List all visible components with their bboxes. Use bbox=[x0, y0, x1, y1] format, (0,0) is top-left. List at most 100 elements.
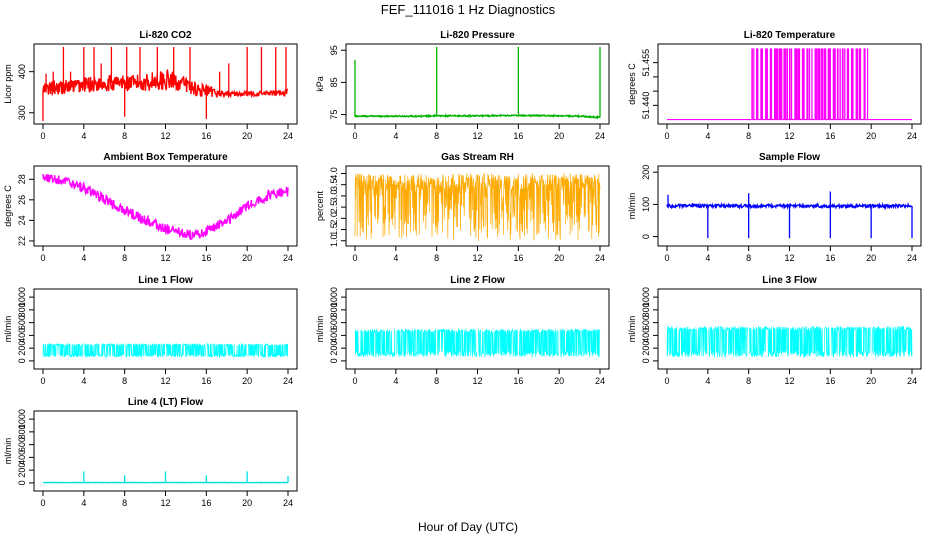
toggle-block bbox=[806, 48, 809, 120]
x-tick-label: 24 bbox=[595, 376, 605, 386]
panel-title: Li-820 Temperature bbox=[744, 30, 836, 41]
y-tick-label: 400 bbox=[17, 64, 27, 79]
y-tick-label: 0 bbox=[17, 358, 27, 363]
x-tick-label: 4 bbox=[393, 253, 398, 263]
y-tick-label: 800 bbox=[329, 302, 339, 317]
data-series bbox=[42, 471, 289, 484]
x-tick-label: 12 bbox=[472, 131, 482, 141]
toggle-block bbox=[786, 48, 789, 120]
y-tick-label: 24 bbox=[17, 215, 27, 225]
x-tick-label: 24 bbox=[907, 131, 917, 141]
y-axis-label: percent bbox=[315, 190, 325, 221]
data-series bbox=[42, 342, 289, 359]
x-tick-label: 8 bbox=[122, 376, 127, 386]
panel-title: Line 4 (LT) Flow bbox=[128, 397, 204, 408]
panel-co2: Li-820 CO2 Licor ppm 0 4 8 12 16 20 24 300 400 bbox=[3, 30, 298, 141]
y-tick-label: 1.5 bbox=[329, 223, 339, 236]
toggle-block bbox=[778, 48, 783, 120]
x-tick-label: 12 bbox=[472, 253, 482, 263]
y-tick-label: 75 bbox=[329, 110, 339, 120]
toggle-block bbox=[783, 48, 786, 120]
data-series bbox=[354, 172, 601, 241]
toggle-block bbox=[770, 48, 773, 120]
toggle-block bbox=[842, 48, 844, 120]
x-tick-label: 16 bbox=[201, 376, 211, 386]
x-tick-label: 20 bbox=[554, 253, 564, 263]
y-tick-label: 600 bbox=[329, 315, 339, 330]
plot-frame bbox=[345, 43, 610, 125]
y-tick-label: 400 bbox=[641, 328, 651, 343]
x-tick-label: 4 bbox=[81, 253, 86, 263]
x-tick-label: 8 bbox=[746, 131, 751, 141]
data-series bbox=[667, 48, 912, 121]
x-tick-label: 4 bbox=[81, 498, 86, 508]
x-tick-label: 12 bbox=[160, 253, 170, 263]
toggle-block bbox=[756, 48, 759, 120]
x-tick-label: 8 bbox=[434, 131, 439, 141]
y-tick-label: 1000 bbox=[329, 287, 339, 307]
data-series bbox=[354, 328, 601, 359]
toggle-block bbox=[814, 48, 818, 120]
data-series bbox=[666, 191, 913, 239]
x-tick-label: 16 bbox=[825, 131, 835, 141]
y-tick-label: 200 bbox=[17, 341, 27, 356]
y-axis-label: ml/min bbox=[627, 316, 637, 343]
y-tick-label: 200 bbox=[641, 165, 651, 180]
y-tick-label: 600 bbox=[17, 315, 27, 330]
y-tick-label: 1000 bbox=[17, 287, 27, 307]
panel-rh: Gas Stream RH percent 0 4 8 12 16 20 24 1.01.52.0… bbox=[315, 152, 610, 263]
toggle-block bbox=[839, 48, 841, 120]
panel-line4: Line 4 (LT) Flow ml/min 0 4 8 12 16 20 24 0 200400… bbox=[3, 397, 298, 508]
x-tick-label: 24 bbox=[283, 498, 293, 508]
x-tick-label: 0 bbox=[40, 253, 45, 263]
y-tick-label: 0 bbox=[329, 358, 339, 363]
panel-li820temp: Li-820 Temperature degrees C 0 4 8 12 16 20 24 51… bbox=[627, 30, 922, 141]
y-axis-label: ml/min bbox=[627, 193, 637, 220]
y-tick-label: 0 bbox=[641, 358, 651, 363]
x-tick-label: 0 bbox=[352, 253, 357, 263]
x-tick-label: 12 bbox=[160, 131, 170, 141]
toggle-block bbox=[765, 48, 768, 120]
toggle-block bbox=[774, 48, 779, 120]
x-tick-label: 8 bbox=[122, 498, 127, 508]
y-tick-label: 100 bbox=[641, 197, 651, 212]
x-tick-label: 24 bbox=[907, 253, 917, 263]
x-tick-label: 24 bbox=[283, 131, 293, 141]
x-tick-label: 20 bbox=[242, 498, 252, 508]
series-line bbox=[42, 173, 289, 241]
x-tick-label: 12 bbox=[784, 376, 794, 386]
x-tick-label: 12 bbox=[160, 376, 170, 386]
x-tick-label: 20 bbox=[866, 376, 876, 386]
y-axis-label: ml/min bbox=[315, 316, 325, 343]
panel-title: Sample Flow bbox=[759, 152, 820, 163]
y-axis-label: ml/min bbox=[3, 316, 13, 343]
y-tick-label: 200 bbox=[17, 463, 27, 478]
x-tick-label: 16 bbox=[201, 253, 211, 263]
y-tick-label: 400 bbox=[329, 328, 339, 343]
x-tick-label: 16 bbox=[201, 498, 211, 508]
data-series bbox=[42, 47, 289, 121]
x-tick-label: 4 bbox=[705, 253, 710, 263]
y-tick-label: 800 bbox=[641, 302, 651, 317]
y-tick-label: 600 bbox=[641, 315, 651, 330]
toggle-block bbox=[844, 48, 846, 120]
y-tick-label: 400 bbox=[17, 450, 27, 465]
x-tick-label: 8 bbox=[746, 253, 751, 263]
toggle-block bbox=[837, 48, 839, 120]
panel-title: Ambient Box Temperature bbox=[103, 152, 228, 163]
x-tick-label: 20 bbox=[866, 253, 876, 263]
toggle-block bbox=[802, 48, 805, 120]
x-tick-label: 0 bbox=[40, 131, 45, 141]
x-tick-label: 20 bbox=[242, 376, 252, 386]
x-tick-label: 20 bbox=[866, 131, 876, 141]
y-tick-label: 300 bbox=[17, 105, 27, 120]
x-tick-label: 4 bbox=[705, 131, 710, 141]
y-tick-label: 26 bbox=[17, 195, 27, 205]
x-tick-label: 0 bbox=[664, 131, 669, 141]
panel-title: Gas Stream RH bbox=[441, 152, 514, 163]
toggle-block bbox=[821, 48, 824, 120]
x-tick-label: 8 bbox=[122, 253, 127, 263]
panel-title: Line 3 Flow bbox=[762, 275, 817, 286]
